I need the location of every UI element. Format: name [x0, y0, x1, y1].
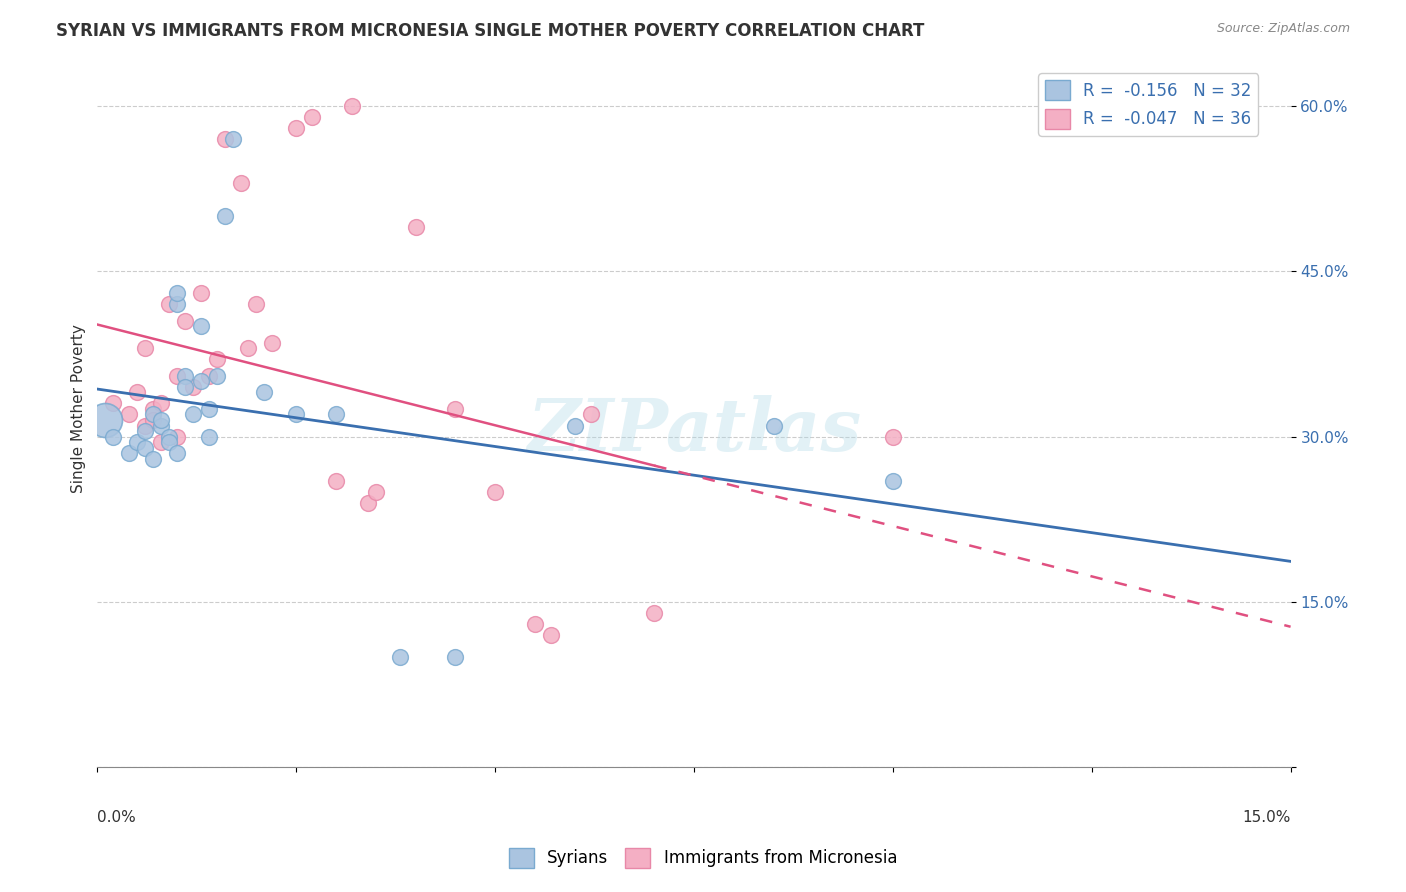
- Point: [181, 380, 204, 394]
- Point: [197, 368, 219, 383]
- Point: [762, 418, 785, 433]
- Point: [579, 408, 602, 422]
- Point: [142, 413, 165, 427]
- Point: [262, 335, 284, 350]
- Point: [444, 650, 467, 665]
- Point: [190, 375, 212, 389]
- Point: [166, 297, 188, 311]
- Point: [157, 435, 180, 450]
- Point: [166, 368, 188, 383]
- Point: [221, 132, 243, 146]
- Y-axis label: Single Mother Poverty: Single Mother Poverty: [72, 325, 86, 493]
- Point: [142, 451, 165, 466]
- Point: [643, 606, 665, 620]
- Point: [134, 441, 156, 455]
- Point: [134, 342, 156, 356]
- Point: [205, 368, 228, 383]
- Point: [134, 418, 156, 433]
- Point: [197, 429, 219, 443]
- Point: [150, 396, 173, 410]
- Point: [134, 424, 156, 438]
- Point: [405, 220, 427, 235]
- Point: [364, 484, 387, 499]
- Text: Source: ZipAtlas.com: Source: ZipAtlas.com: [1216, 22, 1350, 36]
- Text: SYRIAN VS IMMIGRANTS FROM MICRONESIA SINGLE MOTHER POVERTY CORRELATION CHART: SYRIAN VS IMMIGRANTS FROM MICRONESIA SIN…: [56, 22, 925, 40]
- Point: [166, 286, 188, 301]
- Point: [157, 297, 180, 311]
- Point: [523, 616, 546, 631]
- Point: [229, 176, 252, 190]
- Point: [882, 474, 904, 488]
- Point: [150, 418, 173, 433]
- Point: [103, 429, 125, 443]
- Point: [142, 408, 165, 422]
- Point: [190, 319, 212, 334]
- Point: [173, 380, 195, 394]
- Point: [127, 435, 149, 450]
- Legend: R =  -0.156   N = 32, R =  -0.047   N = 36: R = -0.156 N = 32, R = -0.047 N = 36: [1039, 73, 1258, 136]
- Point: [127, 385, 149, 400]
- Point: [540, 628, 562, 642]
- Point: [166, 429, 188, 443]
- Point: [564, 418, 586, 433]
- Point: [118, 408, 141, 422]
- Point: [214, 132, 236, 146]
- Point: [214, 209, 236, 223]
- Point: [340, 99, 363, 113]
- Point: [484, 484, 506, 499]
- Point: [94, 413, 117, 427]
- Point: [197, 401, 219, 416]
- Point: [882, 429, 904, 443]
- Point: [285, 120, 308, 135]
- Point: [173, 314, 195, 328]
- Point: [118, 446, 141, 460]
- Point: [150, 413, 173, 427]
- Point: [190, 286, 212, 301]
- Text: 15.0%: 15.0%: [1243, 810, 1291, 825]
- Point: [301, 110, 323, 124]
- Point: [388, 650, 411, 665]
- Point: [181, 408, 204, 422]
- Text: 0.0%: 0.0%: [97, 810, 136, 825]
- Point: [205, 352, 228, 367]
- Point: [150, 435, 173, 450]
- Point: [166, 446, 188, 460]
- Point: [173, 368, 195, 383]
- Point: [142, 401, 165, 416]
- Point: [103, 396, 125, 410]
- Point: [325, 474, 347, 488]
- Point: [357, 496, 380, 510]
- Text: ZIPatlas: ZIPatlas: [527, 395, 860, 466]
- Point: [285, 408, 308, 422]
- Point: [238, 342, 260, 356]
- Point: [325, 408, 347, 422]
- Point: [253, 385, 276, 400]
- Point: [157, 429, 180, 443]
- Point: [444, 401, 467, 416]
- Legend: Syrians, Immigrants from Micronesia: Syrians, Immigrants from Micronesia: [502, 841, 904, 875]
- Point: [245, 297, 267, 311]
